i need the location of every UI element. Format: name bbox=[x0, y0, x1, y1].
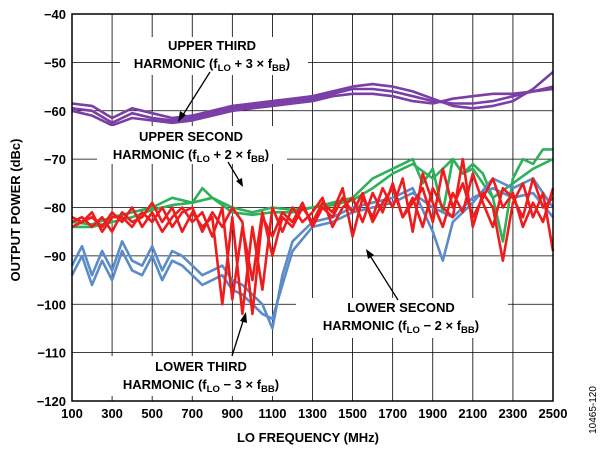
x-tick-label: 1500 bbox=[338, 406, 367, 421]
y-tick-label: −60 bbox=[44, 104, 66, 119]
annotation-arrow-lower-third bbox=[231, 317, 245, 357]
x-tick-label: 300 bbox=[101, 406, 123, 421]
x-tick-label: 2500 bbox=[539, 406, 568, 421]
y-tick-label: −100 bbox=[37, 297, 66, 312]
arrowhead-icon bbox=[178, 111, 186, 122]
series-trace-upper-third-3 bbox=[71, 87, 554, 127]
svg-text:LOWER THIRD: LOWER THIRD bbox=[155, 359, 247, 374]
svg-text:UPPER SECOND: UPPER SECOND bbox=[139, 129, 243, 144]
svg-text:HARMONIC (fLO + 2 × fBB): HARMONIC (fLO + 2 × fBB) bbox=[113, 147, 269, 165]
annotation-arrow-upper-second bbox=[227, 161, 241, 183]
arrowhead-icon bbox=[236, 178, 243, 187]
annotation-upper-third: UPPER THIRD HARMONIC (fLO + 3 × fBB) bbox=[120, 37, 308, 122]
y-tick-labels: −40 −50 −60 −70 −80 −90 −100 −110 −120 bbox=[37, 7, 66, 409]
series-layer bbox=[70, 71, 555, 330]
annotation-upper-second: UPPER SECOND HARMONIC (fLO + 2 × fBB) bbox=[97, 126, 287, 187]
x-tick-label: 1700 bbox=[378, 406, 407, 421]
y-tick-label: −90 bbox=[44, 249, 66, 264]
svg-text:HARMONIC (fLO − 2 × fBB): HARMONIC (fLO − 2 × fBB) bbox=[323, 318, 479, 336]
series-trace-lower-second-3 bbox=[71, 157, 555, 316]
y-tick-label: −70 bbox=[44, 152, 66, 167]
annotation-lower-third: LOWER THIRD HARMONIC (fLO − 3 × fBB) bbox=[94, 312, 308, 396]
svg-text:UPPER THIRD: UPPER THIRD bbox=[168, 38, 256, 53]
x-tick-labels: 100 300 500 700 900 1100 1300 1500 1700 1900 2100 2… bbox=[61, 406, 567, 421]
x-tick-label: 100 bbox=[61, 406, 83, 421]
x-tick-label: 500 bbox=[141, 406, 163, 421]
series-upper-third bbox=[71, 71, 554, 127]
annotation-arrow-lower-second bbox=[368, 253, 399, 301]
x-tick-label: 2300 bbox=[498, 406, 527, 421]
y-tick-label: −120 bbox=[37, 394, 66, 409]
x-tick-label: 2100 bbox=[458, 406, 487, 421]
series-trace-upper-third-2 bbox=[71, 85, 554, 125]
series-trace-lower-second-2 bbox=[71, 167, 555, 316]
figure-id: 10465-120 bbox=[588, 386, 599, 434]
svg-text:HARMONIC (fLO + 3 × fBB): HARMONIC (fLO + 3 × fBB) bbox=[134, 56, 290, 74]
annotation-arrow-upper-third bbox=[180, 71, 211, 119]
y-tick-label: −80 bbox=[44, 201, 66, 216]
series-trace-lower-third-1 bbox=[70, 177, 555, 330]
x-tick-label: 1900 bbox=[418, 406, 447, 421]
svg-text:HARMONIC (fLO − 3 × fBB): HARMONIC (fLO − 3 × fBB) bbox=[123, 377, 279, 395]
x-tick-label: 700 bbox=[181, 406, 203, 421]
x-tick-label: 1300 bbox=[298, 406, 327, 421]
series-trace-upper-second-1 bbox=[71, 148, 553, 243]
x-tick-label: 1100 bbox=[258, 406, 286, 421]
y-tick-label: −110 bbox=[37, 346, 66, 361]
y-axis-title: OUTPUT POWER (dBc) bbox=[8, 139, 23, 282]
annotation-lower-second: LOWER SECOND HARMONIC (fLO − 2 × fBB) bbox=[296, 249, 508, 338]
arrowhead-icon bbox=[366, 249, 374, 259]
series-trace-upper-third-1 bbox=[71, 71, 554, 120]
y-tick-label: −40 bbox=[44, 7, 66, 22]
series-lower-second bbox=[71, 157, 555, 316]
x-axis-title: LO FREQUENCY (MHz) bbox=[237, 430, 379, 445]
series-trace-lower-second-1 bbox=[71, 172, 554, 301]
y-tick-label: −50 bbox=[44, 55, 66, 70]
x-tick-label: 900 bbox=[221, 406, 243, 421]
svg-text:LOWER SECOND: LOWER SECOND bbox=[347, 300, 455, 315]
plot-frame bbox=[71, 13, 554, 402]
arrowhead-icon bbox=[240, 312, 247, 323]
